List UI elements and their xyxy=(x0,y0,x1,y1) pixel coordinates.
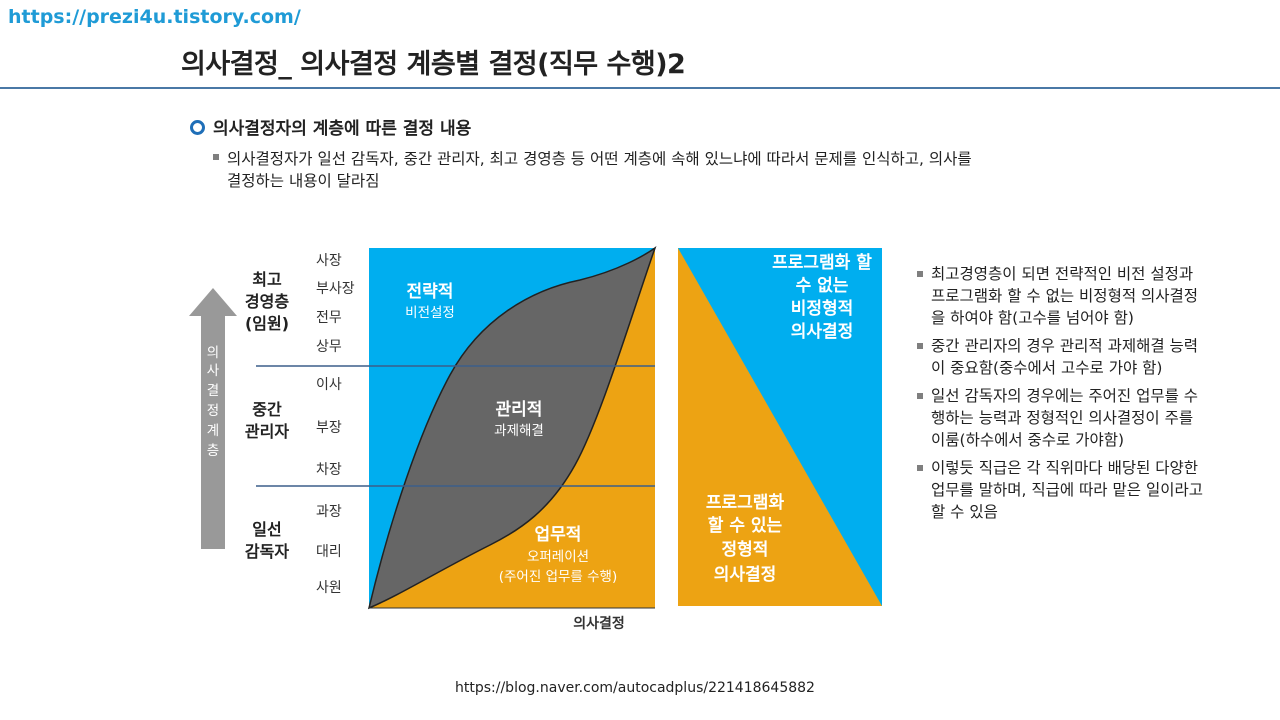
unstructured-line: 수 없는 xyxy=(796,276,849,296)
rank-label: 부장 xyxy=(316,420,342,436)
layer-middle-line: 중간 xyxy=(252,400,282,419)
circle-bullet-icon xyxy=(190,120,205,135)
description-line-1: 의사결정자가 일선 감독자, 중간 관리자, 최고 경영층 등 어떤 계층에 속… xyxy=(227,150,972,168)
layer-top-line: 최고 xyxy=(252,270,282,289)
section-description: 의사결정자가 일선 감독자, 중간 관리자, 최고 경영층 등 어떤 계층에 속… xyxy=(213,148,1113,192)
square-bullet-icon xyxy=(917,465,923,471)
description-line-2: 결정하는 내용이 달라짐 xyxy=(227,172,380,190)
arrow-char: 의 xyxy=(207,345,219,361)
arrow-char: 계 xyxy=(207,423,219,439)
arrow-char: 사 xyxy=(207,363,220,379)
rank-label: 차장 xyxy=(316,462,342,478)
rank-label: 전무 xyxy=(316,310,342,326)
operational-subtitle-2: (주어진 업무를 수행) xyxy=(499,569,617,585)
rank-label: 과장 xyxy=(316,504,342,520)
structured-line: 정형적 xyxy=(722,539,769,560)
hierarchy-arrow xyxy=(189,288,237,549)
bullet-item: 중간 관리자의 경우 관리적 과제해결 능력이 중요함(중수에서 고수로 가야 … xyxy=(917,335,1207,379)
x-axis-label: 의사결정 xyxy=(573,615,625,632)
bullet-item: 최고경영층이 되면 전략적인 비전 설정과 프로그램화 할 수 없는 비정형적 … xyxy=(917,263,1207,329)
layer-middle-line: 관리자 xyxy=(245,422,289,441)
section-heading: 의사결정자의 계층에 따른 결정 내용 xyxy=(190,114,471,139)
rank-label: 대리 xyxy=(316,544,342,560)
bullet-item: 이렇듯 직급은 각 직위마다 배당된 다양한 업무를 말하며, 직급에 따라 맡… xyxy=(917,457,1207,523)
arrow-char: 정 xyxy=(207,403,219,419)
managerial-region xyxy=(367,246,657,610)
operational-subtitle: 오퍼레이션 xyxy=(527,549,589,565)
layer-front-line: 감독자 xyxy=(245,542,289,561)
structured-line: 의사결정 xyxy=(714,565,777,585)
unstructured-line: 비정형적 xyxy=(791,298,854,319)
bullet-item: 일선 감독자의 경우에는 주어진 업무를 수행하는 능력과 정형적인 의사결정이… xyxy=(917,385,1207,451)
unstructured-line: 프로그램화 할 xyxy=(772,253,872,273)
operational-region xyxy=(369,248,655,608)
square-bullet-icon xyxy=(917,271,923,277)
bullet-text: 일선 감독자의 경우에는 주어진 업무를 수행하는 능력과 정형적인 의사결정이… xyxy=(931,387,1199,449)
bullet-text: 중간 관리자의 경우 관리적 과제해결 능력이 중요함(중수에서 고수로 가야 … xyxy=(931,337,1199,377)
managerial-title: 관리적 xyxy=(496,400,543,420)
site-url[interactable]: https://prezi4u.tistory.com/ xyxy=(8,6,301,28)
arrow-char: 결 xyxy=(207,383,219,399)
rank-label: 상무 xyxy=(316,339,342,355)
square-bullet-icon xyxy=(213,154,219,160)
strategic-subtitle: 비전설정 xyxy=(405,305,455,321)
bullet-text: 이렇듯 직급은 각 직위마다 배당된 다양한 업무를 말하며, 직급에 따라 맡… xyxy=(931,459,1203,521)
page-title: 의사결정_ 의사결정 계층별 결정(직무 수행)2 xyxy=(181,49,686,80)
layer-top-line: 경영층 xyxy=(245,292,289,311)
strategic-title: 전략적 xyxy=(407,282,454,302)
rank-label: 부사장 xyxy=(316,281,355,297)
operational-title: 업무적 xyxy=(535,525,582,545)
structured-triangle xyxy=(678,248,882,606)
rank-label: 이사 xyxy=(316,377,342,393)
rank-label: 사원 xyxy=(316,580,342,596)
layer-top-line: (임원) xyxy=(245,314,289,333)
rank-label: 사장 xyxy=(316,253,342,269)
square-bullet-icon xyxy=(917,393,923,399)
square-bullet-icon xyxy=(917,343,923,349)
hierarchy-arrow-label: 의 사 결 정 계 층 xyxy=(207,345,220,459)
title-divider xyxy=(0,87,1280,89)
bullet-text: 최고경영층이 되면 전략적인 비전 설정과 프로그램화 할 수 없는 비정형적 … xyxy=(931,265,1199,327)
managerial-subtitle: 과제해결 xyxy=(494,423,544,439)
section-heading-text: 의사결정자의 계층에 따른 결정 내용 xyxy=(213,119,472,139)
structured-line: 프로그램화 xyxy=(706,493,785,513)
layer-front-line: 일선 xyxy=(252,520,281,539)
arrow-char: 층 xyxy=(207,443,219,459)
structured-line: 할 수 있는 xyxy=(708,516,783,536)
bullet-list: 최고경영층이 되면 전략적인 비전 설정과 프로그램화 할 수 없는 비정형적 … xyxy=(917,263,1207,529)
unstructured-line: 의사결정 xyxy=(791,322,854,342)
source-url[interactable]: https://blog.naver.com/autocadplus/22141… xyxy=(455,680,815,696)
